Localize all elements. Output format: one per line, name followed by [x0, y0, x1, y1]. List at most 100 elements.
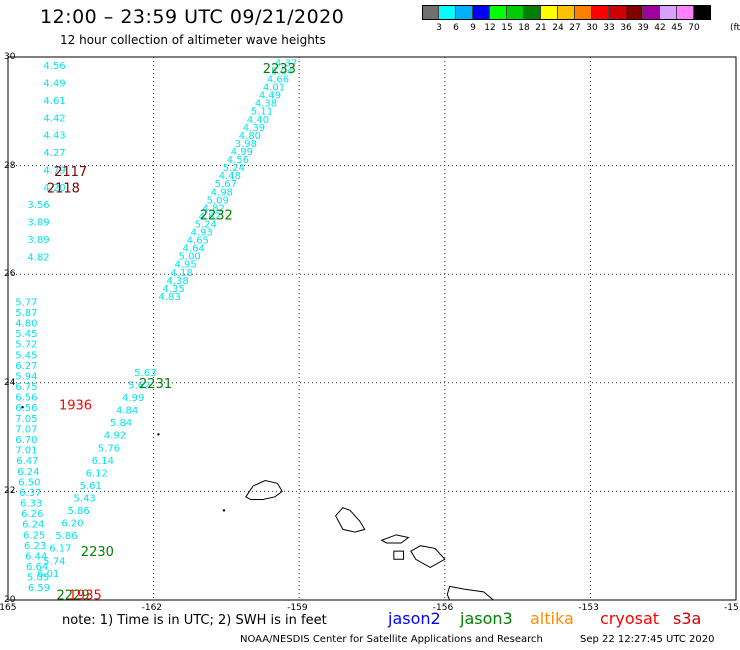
swh-value: 6.75 — [15, 382, 37, 393]
swh-value: 5.72 — [15, 340, 37, 351]
colorbar-label: 18 — [518, 23, 530, 33]
swh-value: 5.63 — [134, 368, 156, 379]
longitude-tick-label: -153 — [578, 603, 599, 613]
swh-value: 5.94 — [15, 371, 37, 382]
swh-value: 4.92 — [104, 431, 126, 442]
swh-value: 4.49 — [43, 79, 65, 90]
swh-value: 6.17 — [49, 544, 71, 555]
colorbar-swatch — [422, 5, 439, 20]
swh-value: 5.45 — [15, 350, 37, 361]
swh-value: 3.89 — [27, 218, 49, 229]
colorbar-label: 30 — [586, 23, 598, 33]
swh-value: 4.38 — [255, 99, 277, 110]
swh-value: 6.33 — [20, 499, 42, 510]
island-coastline — [446, 585, 495, 601]
swh-value: 5.84 — [110, 418, 132, 429]
longitude-tick-label: -159 — [287, 603, 308, 613]
colorbar-swatch — [524, 5, 541, 20]
swh-value: 6.37 — [19, 488, 41, 499]
colorbar-swatch — [660, 5, 677, 20]
swh-value: 4.18 — [171, 268, 193, 279]
credit-line: NOAA/NESDIS Center for Satellite Applica… — [240, 634, 543, 645]
longitude-tick-label: -162 — [141, 603, 163, 613]
longitude-tick-label: -15 — [724, 603, 739, 613]
swh-value: 4.35 — [162, 284, 184, 295]
swh-value: 4.56 — [43, 61, 65, 72]
latitude-tick-label: 20 — [4, 595, 16, 605]
swh-value: 4.82 — [27, 252, 49, 263]
swh-value: 6.64 — [26, 562, 48, 573]
latitude-tick-label: 26 — [4, 269, 16, 280]
island-coastline — [334, 507, 366, 533]
island-coastline — [245, 480, 283, 501]
swh-value: 4.95 — [175, 260, 197, 271]
swh-value: 6.20 — [61, 519, 83, 530]
swh-value: 4.37 — [275, 58, 297, 69]
swh-value: 5.76 — [98, 443, 120, 454]
island-coastline — [393, 550, 405, 560]
colorbar-swatch — [558, 5, 575, 20]
swh-value: 7.05 — [15, 414, 37, 425]
colorbar-swatch — [541, 5, 558, 20]
swh-value: 6.14 — [92, 456, 114, 467]
swh-value: 4.20 — [43, 183, 65, 194]
swh-value: 5.11 — [251, 107, 273, 118]
chart-subtitle: 12 hour collection of altimeter wave hei… — [60, 33, 326, 47]
swh-value: 3.89 — [27, 235, 49, 246]
swh-value: 6.56 — [15, 393, 37, 404]
swh-value: 5.87 — [15, 308, 37, 319]
generated-timestamp: Sep 22 12:27:45 UTC 2020 — [580, 634, 715, 645]
swh-value: 6.26 — [21, 509, 43, 520]
colorbar-label: 27 — [569, 23, 581, 33]
colorbar-label: 70 — [688, 23, 700, 33]
colorbar-frame — [422, 5, 711, 20]
swh-value: 6.59 — [28, 583, 50, 594]
pass-time-label: 2232 — [200, 208, 233, 223]
swh-value: 4.40 — [247, 115, 269, 126]
colorbar-label: 3 — [436, 23, 442, 33]
swh-value: 4.42 — [43, 113, 65, 124]
swh-value: 4.39 — [243, 123, 265, 134]
swh-value: 5.74 — [43, 556, 65, 567]
latitude-tick-label: 22 — [4, 486, 16, 497]
swh-value: 4.66 — [267, 75, 289, 86]
swh-value: 6.01 — [37, 569, 59, 580]
colorbar-swatch — [490, 5, 507, 20]
swh-value: 6.27 — [15, 361, 37, 372]
colorbar-swatch — [643, 5, 660, 20]
colorbar-label: 45 — [671, 23, 683, 33]
pass-time-label: 2230 — [81, 545, 114, 560]
longitude-tick-label: -156 — [432, 603, 454, 613]
swh-value: 4.64 — [183, 244, 205, 255]
swh-value: 4.38 — [166, 276, 188, 287]
swh-value: 6.70 — [15, 435, 37, 446]
swh-value: 4.61 — [43, 96, 65, 107]
swh-value: 4.56 — [227, 155, 249, 166]
pass-time-label: 2231 — [139, 377, 172, 392]
swh-value: 4.43 — [43, 131, 65, 142]
colorbar-swatch — [473, 5, 490, 20]
swh-value: 4.48 — [219, 171, 241, 182]
longitude-tick-label: -165 — [0, 603, 17, 613]
swh-value: 7.07 — [15, 424, 37, 435]
swh-value: 4.80 — [15, 319, 37, 330]
colorbar-label: 12 — [484, 23, 496, 33]
swh-value: 4.49 — [259, 91, 281, 102]
swh-value: 3.98 — [235, 139, 257, 150]
island-dot — [157, 433, 160, 436]
colorbar-swatch — [677, 5, 694, 20]
swh-value: 4.82 — [203, 203, 225, 214]
colorbar-swatch — [609, 5, 626, 20]
swh-value: 5.24 — [223, 163, 245, 174]
swh-value: 5.67 — [215, 179, 237, 190]
colorbar-label: 36 — [620, 23, 632, 33]
pass-time-label: 2117 — [54, 165, 87, 180]
latitude-tick-label: 30 — [4, 52, 16, 62]
swh-value: 5.04 — [271, 66, 293, 77]
map-frame — [7, 56, 737, 601]
satellite-legend-cryosat: cryosat — [600, 609, 660, 628]
swh-value: 4.80 — [239, 131, 261, 142]
colorbar-swatch — [456, 5, 473, 20]
island-dot — [222, 509, 226, 512]
